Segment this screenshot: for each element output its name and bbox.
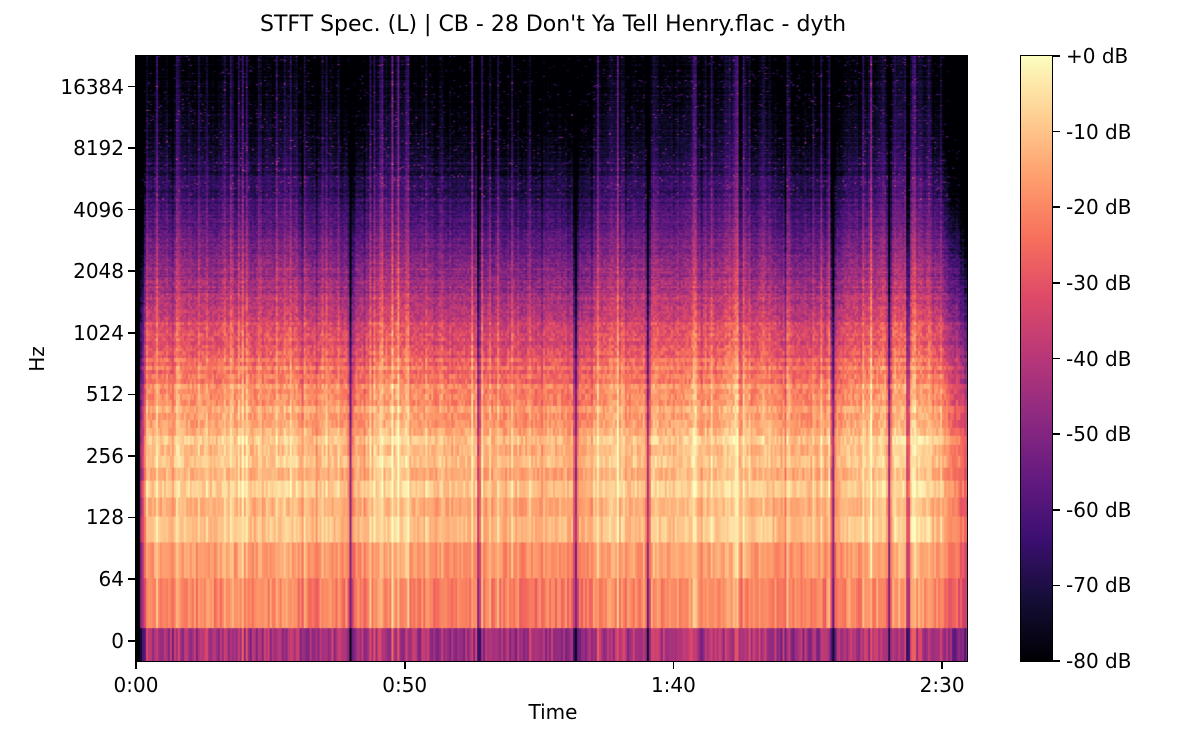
x-tick-label: 0:50 bbox=[382, 673, 428, 697]
y-tick-label: 256 bbox=[85, 443, 124, 468]
y-tick-mark bbox=[128, 332, 135, 334]
colorbar-tick-label: -50 dB bbox=[1066, 422, 1132, 447]
y-tick-mark bbox=[128, 270, 135, 273]
y-tick-mark bbox=[128, 516, 135, 519]
y-tick-mark bbox=[128, 208, 135, 211]
colorbar-tick-label: -60 dB bbox=[1066, 497, 1132, 522]
colorbar-tick-label: -80 dB bbox=[1066, 649, 1132, 673]
colorbar-tick-mark bbox=[1053, 433, 1060, 435]
x-tick-mark bbox=[941, 662, 943, 669]
x-tick-mark bbox=[403, 662, 406, 669]
colorbar-tick-label: -20 dB bbox=[1066, 195, 1132, 220]
plot-title: STFT Spec. (L) | CB - 28 Don't Ya Tell H… bbox=[259, 12, 847, 37]
colorbar-tick-mark bbox=[1053, 508, 1060, 511]
colorbar-tick-label: -40 dB bbox=[1066, 346, 1132, 371]
y-tick-label: 128 bbox=[85, 505, 124, 530]
x-tick-mark bbox=[672, 662, 675, 669]
y-tick-mark bbox=[128, 85, 135, 88]
colorbar-tick-label: +0 dB bbox=[1066, 44, 1129, 68]
y-tick-mark bbox=[128, 147, 135, 149]
spectrogram-canvas bbox=[136, 56, 967, 661]
colorbar-tick-label: -70 dB bbox=[1066, 573, 1132, 598]
y-tick-label: 1024 bbox=[73, 320, 124, 345]
colorbar-tick-mark bbox=[1053, 55, 1060, 57]
y-tick-label: 4096 bbox=[73, 197, 124, 222]
colorbar-canvas bbox=[1021, 56, 1052, 661]
y-tick-label: 8192 bbox=[73, 136, 124, 161]
x-tick-mark bbox=[135, 662, 137, 669]
y-axis-label: Hz bbox=[25, 346, 49, 372]
y-tick-mark bbox=[128, 578, 135, 580]
colorbar-tick-mark bbox=[1053, 660, 1060, 662]
y-tick-label: 64 bbox=[98, 567, 124, 591]
colorbar-tick-mark bbox=[1053, 206, 1060, 209]
colorbar-tick-mark bbox=[1053, 282, 1060, 284]
colorbar-tick-mark bbox=[1053, 584, 1060, 587]
colorbar-tick-label: -10 dB bbox=[1066, 119, 1132, 144]
colorbar-tick-mark bbox=[1053, 357, 1060, 360]
y-tick-label: 512 bbox=[85, 382, 124, 407]
x-axis-label: Time bbox=[528, 700, 578, 724]
y-tick-label: 0 bbox=[111, 629, 124, 653]
y-tick-label: 2048 bbox=[73, 259, 124, 284]
y-tick-mark bbox=[128, 640, 135, 642]
y-tick-mark bbox=[128, 455, 135, 457]
colorbar-tick-mark bbox=[1053, 130, 1060, 133]
y-tick-mark bbox=[128, 393, 135, 396]
colorbar-tick-label: -30 dB bbox=[1066, 270, 1132, 295]
x-tick-label: 0:00 bbox=[113, 673, 159, 697]
x-tick-label: 2:30 bbox=[919, 673, 965, 697]
y-tick-label: 16384 bbox=[60, 74, 124, 99]
x-tick-label: 1:40 bbox=[650, 673, 696, 697]
plot-area bbox=[135, 55, 968, 662]
colorbar bbox=[1020, 55, 1053, 662]
